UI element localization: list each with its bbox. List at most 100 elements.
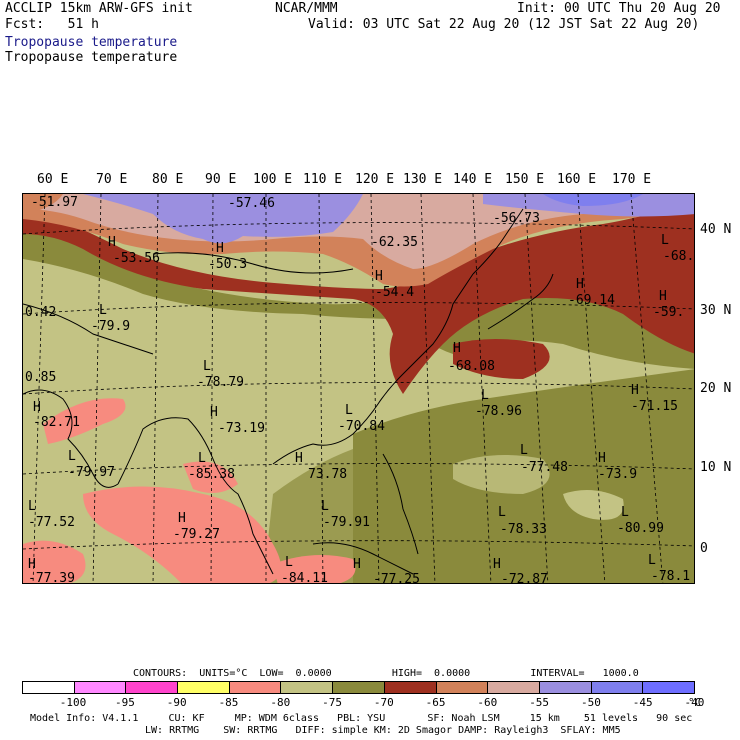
- olive-region-sea: [263, 449, 353, 583]
- low-marker: L: [498, 505, 506, 520]
- high-marker: H: [598, 451, 606, 466]
- low-marker: L: [621, 505, 629, 520]
- low-marker: L: [520, 443, 528, 458]
- colorbar-swatch: [23, 682, 75, 693]
- extremum-value: -85.38: [188, 467, 235, 482]
- extremum-value: -72.87: [501, 572, 548, 584]
- lon-label: 150 E: [505, 172, 545, 187]
- lat-label: 10 N: [700, 460, 732, 475]
- colorbar-tick-label: -90: [166, 696, 187, 709]
- colorbar-swatch: [126, 682, 179, 693]
- extremum-value: -69.14: [568, 293, 615, 308]
- valid-time: Valid: 03 UTC Sat 22 Aug 20 (12 JST Sat …: [308, 17, 700, 32]
- high-marker: H: [178, 511, 186, 526]
- extremum-value: -77.52: [28, 515, 75, 530]
- extremum-value: -79.91: [323, 515, 370, 530]
- colorbar-unit: °C: [688, 696, 702, 709]
- low-marker: L: [345, 403, 353, 418]
- colorbar-tick-label: -65: [425, 696, 446, 709]
- colorbar-swatch: [643, 682, 694, 693]
- lon-label: 60 E: [37, 172, 69, 187]
- lat-label: 30 N: [700, 303, 732, 318]
- colorbar-swatch: [229, 682, 282, 693]
- colorbar-swatch: [591, 682, 644, 693]
- model-title: ACCLIP 15km ARW-GFS init: [5, 1, 193, 16]
- colorbar-swatch: [539, 682, 592, 693]
- lon-label: 170 E: [612, 172, 652, 187]
- lon-label: 140 E: [453, 172, 493, 187]
- extremum-value: -82.71: [33, 415, 80, 430]
- colorbar-tick-label: -95: [115, 696, 135, 709]
- colorbar-tick-label: -75: [322, 696, 342, 709]
- shaded-field-title: Tropopause temperature: [5, 35, 178, 50]
- colorbar-swatch: [384, 682, 437, 693]
- lon-label: 120 E: [355, 172, 395, 187]
- extremum-value: -80.99: [617, 521, 664, 536]
- colorbar-tick-label: -85: [218, 696, 239, 709]
- tropopause-field: [23, 194, 694, 583]
- salmon-patch-1: [43, 398, 126, 444]
- blue-region: [543, 194, 643, 206]
- colorbar-swatch: [281, 682, 334, 693]
- low-marker: L: [285, 555, 293, 570]
- low-marker: L: [28, 499, 36, 514]
- khaki-patch-east: [563, 490, 624, 520]
- extremum-value: -78.96: [475, 404, 522, 419]
- extremum-value: -78.1: [651, 569, 691, 584]
- colorbar-tick-label: -60: [477, 696, 498, 709]
- colorbar-tick-label: -55: [529, 696, 550, 709]
- colorbar-tick-label: -80: [270, 696, 291, 709]
- brown-jet-band: [23, 195, 694, 394]
- forecast-hour: Fcst: 51 h: [5, 17, 99, 32]
- org-label: NCAR/MMM: [275, 1, 338, 16]
- khaki-patch-east-2: [453, 455, 550, 494]
- lat-label: 40 N: [700, 222, 732, 237]
- high-marker: H: [659, 289, 667, 304]
- colorbar-swatch: [333, 682, 385, 693]
- extremum-value: -79.27: [173, 527, 220, 542]
- extremum-value: -70.84: [338, 419, 385, 434]
- extremum-value: -54.4: [375, 285, 415, 300]
- colorbar-tick-label: -45: [632, 696, 653, 709]
- lon-label: 80 E: [152, 172, 184, 187]
- graticule: [23, 194, 694, 583]
- high-marker: H: [28, 557, 36, 572]
- contour-field-title: Tropopause temperature: [5, 50, 178, 65]
- extremum-value: -59.: [653, 305, 685, 320]
- extremum-value: -84.11: [281, 571, 328, 584]
- init-time: Init: 00 UTC Thu 20 Aug 20: [517, 1, 721, 16]
- high-marker: H: [210, 405, 218, 420]
- lat-label: 0: [700, 541, 708, 556]
- colorbar-swatch: [178, 682, 230, 693]
- extremum-value: 73.78: [308, 467, 348, 482]
- extremum-value: -68.2: [663, 249, 695, 264]
- extremum-value: -57.46: [228, 196, 275, 211]
- lavender-region-west: [83, 194, 363, 244]
- extremum-value: -56.73: [493, 211, 540, 226]
- extremum-value: -77.48: [521, 460, 568, 475]
- model-info-line1: Model Info: V4.1.1 CU: KF MP: WDM 6class…: [30, 713, 693, 724]
- salmon-patch-4: [23, 540, 86, 583]
- high-marker: H: [108, 235, 116, 250]
- extremum-value: -78.33: [500, 522, 547, 537]
- brown-patch-east: [453, 339, 550, 379]
- lon-label: 70 E: [96, 172, 128, 187]
- high-marker: H: [576, 277, 584, 292]
- orange-corner: [23, 194, 63, 214]
- high-marker: H: [216, 241, 224, 256]
- lon-label: 100 E: [253, 172, 293, 187]
- extremum-value: -77.39: [28, 571, 75, 584]
- low-marker: L: [99, 303, 107, 318]
- extremum-value: 0.42: [25, 305, 57, 320]
- extremum-value: -62.35: [371, 235, 418, 250]
- extremum-value: -51.97: [31, 195, 78, 210]
- extremum-value: -68.08: [448, 359, 495, 374]
- colorbar-tick-label: -40: [684, 696, 705, 709]
- contours-info: CONTOURS: UNITS=°C LOW= 0.0000 HIGH= 0.0…: [133, 668, 639, 679]
- high-marker: H: [631, 383, 639, 398]
- high-marker: H: [375, 269, 383, 284]
- extremum-value: 0.85: [25, 370, 57, 385]
- high-marker: H: [353, 557, 361, 572]
- extremum-value: -79.97: [68, 465, 115, 480]
- low-marker: L: [321, 499, 329, 514]
